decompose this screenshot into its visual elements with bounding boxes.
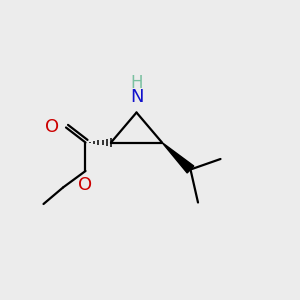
- Text: H: H: [130, 74, 143, 92]
- Polygon shape: [162, 142, 194, 173]
- Text: O: O: [78, 176, 93, 194]
- Text: O: O: [45, 118, 60, 136]
- Text: N: N: [130, 88, 143, 106]
